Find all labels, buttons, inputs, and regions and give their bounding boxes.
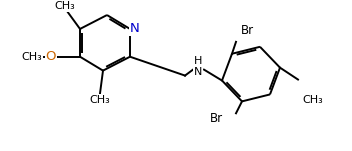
- Text: CH₃: CH₃: [21, 52, 42, 62]
- Text: H
N: H N: [194, 56, 202, 77]
- Text: N: N: [130, 22, 140, 35]
- Text: CH₃: CH₃: [90, 95, 111, 105]
- Text: O: O: [46, 50, 56, 63]
- Text: CH₃: CH₃: [302, 95, 323, 105]
- Text: Br: Br: [241, 24, 254, 37]
- Text: CH₃: CH₃: [55, 1, 75, 11]
- Text: Br: Br: [209, 112, 222, 125]
